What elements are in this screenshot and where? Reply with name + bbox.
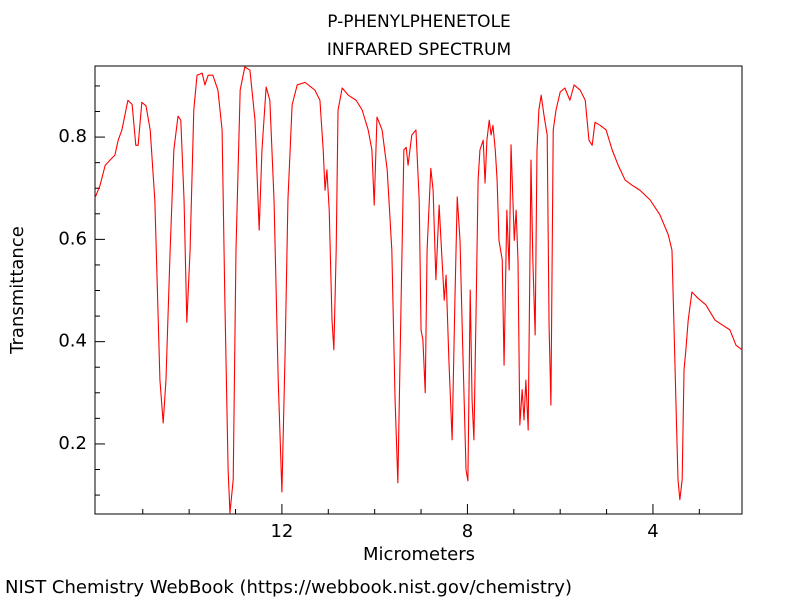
plot-frame <box>94 65 743 515</box>
y-tick-label: 0.8 <box>58 126 87 147</box>
x-axis-label: Micrometers <box>363 544 475 565</box>
y-tick-label: 0.6 <box>58 228 87 249</box>
x-tick-label: 8 <box>462 521 473 542</box>
x-tick-label: 4 <box>647 521 658 542</box>
y-tick-label: 0.4 <box>58 331 87 352</box>
x-tick-label: 12 <box>270 521 293 542</box>
chart-subtitle: INFRARED SPECTRUM <box>327 40 511 60</box>
chart-title: P-PHENYLPHENETOLE <box>327 12 511 32</box>
y-tick-label: 0.2 <box>58 433 87 454</box>
y-axis-label: Transmittance <box>7 226 28 355</box>
spectrum-line <box>94 66 743 514</box>
source-note: NIST Chemistry WebBook (https://webbook.… <box>5 577 572 598</box>
